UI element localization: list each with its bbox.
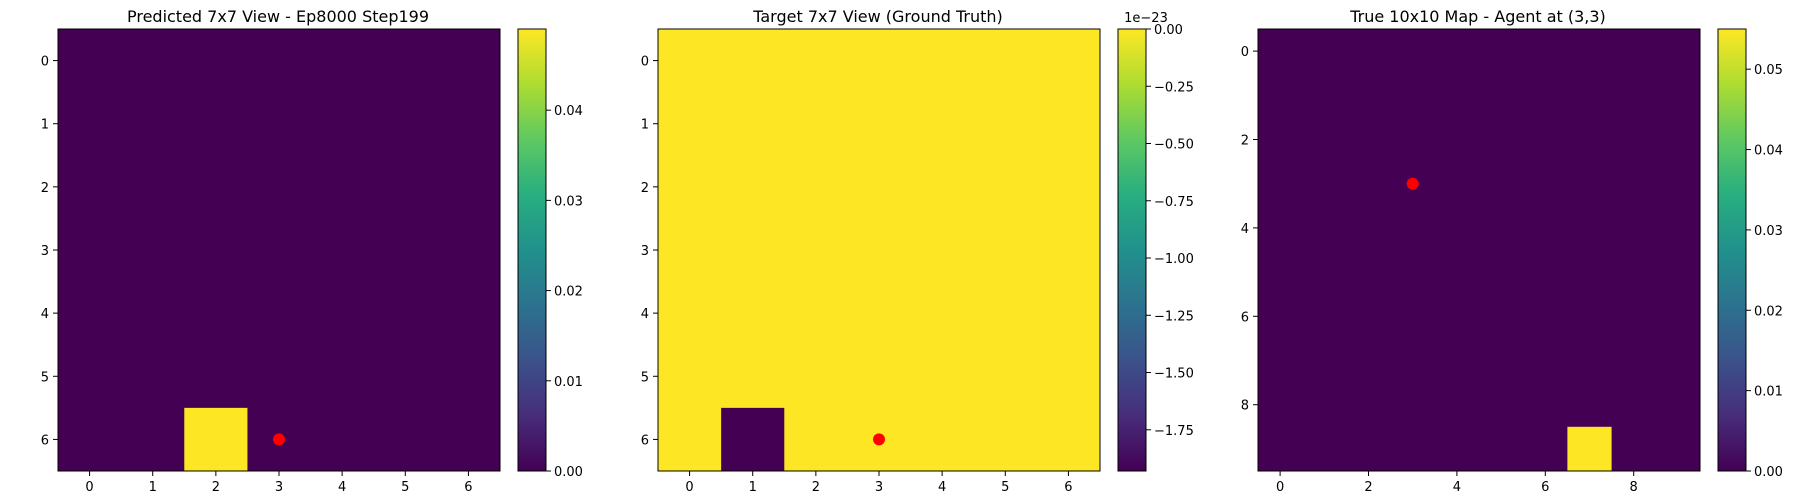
panel-predicted: Predicted 7x7 View - Ep8000 Step199 0 1 2 3… (41, 7, 583, 495)
colorbar-tick-label: 0.03 (1754, 224, 1783, 239)
y-tick-label: 4 (41, 307, 49, 322)
colorbar-gradient (1717, 28, 1747, 472)
x-tick-label: 0 (1276, 480, 1284, 495)
heatmap-cell (721, 407, 785, 471)
x-tick-label: 0 (685, 480, 693, 495)
y-tick-label: 2 (41, 181, 49, 196)
heatmap-background (1258, 29, 1700, 471)
panel-true-map: True 10x10 Map - Agent at (3,3) 0 2 4 6 8 0 2 4… (1241, 7, 1783, 495)
y-tick-label: 4 (641, 307, 649, 322)
panel-true-map-colorbar: 0.00 0.01 0.02 0.03 0.04 0.05 (1717, 28, 1783, 480)
colorbar-tick-label: 0.01 (554, 375, 583, 390)
colorbar-tick-label: 0.02 (1754, 304, 1783, 319)
panel-target-heatmap: 0 1 2 3 4 5 6 0 1 2 3 4 5 6 (641, 28, 1101, 495)
colorbar-tick-label: −0.50 (1154, 138, 1194, 153)
panel-target: Target 7x7 View (Ground Truth) 0 1 2 3 4 5 6 0 1… (641, 7, 1194, 495)
panel-target-title: Target 7x7 View (Ground Truth) (752, 7, 1003, 26)
colorbar-tick-label: 0.01 (1754, 385, 1783, 400)
agent-marker (873, 433, 885, 446)
x-tick-label: 3 (275, 480, 283, 495)
y-tick-label: 5 (641, 370, 649, 385)
y-tick-label: 3 (41, 244, 49, 259)
y-tick-label: 3 (641, 244, 649, 259)
y-tick-label: 4 (1241, 222, 1249, 237)
y-tick-label: 8 (1241, 399, 1249, 414)
y-tick-label: 2 (641, 181, 649, 196)
panel-target-colorbar: −1.75 −1.50 −1.25 −1.00 −0.75 −0.50 −0.25 0.001… (1117, 11, 1194, 472)
panel-predicted-title: Predicted 7x7 View - Ep8000 Step199 (127, 7, 429, 26)
x-tick-label: 8 (1630, 480, 1638, 495)
panel-true-map-heatmap: 0 2 4 6 8 0 2 4 6 8 (1241, 28, 1701, 495)
colorbar-tick-label: 0.03 (554, 194, 583, 209)
colorbar-tick-label: −0.25 (1154, 80, 1194, 95)
heatmap-background (58, 29, 500, 471)
heatmap-cell (1567, 426, 1612, 471)
x-tick-label: 4 (338, 480, 346, 495)
colorbar-offset-label: 1e−23 (1124, 11, 1168, 26)
x-tick-label: 5 (401, 480, 409, 495)
x-tick-label: 2 (812, 480, 820, 495)
panel-predicted-heatmap: 0 1 2 3 4 5 6 0 1 2 3 4 5 6 (41, 28, 501, 495)
heatmap-frame (1257, 28, 1701, 472)
y-tick-label: 0 (1241, 45, 1249, 60)
agent-marker (1406, 177, 1419, 190)
colorbar-tick-label: 0.04 (1754, 144, 1783, 159)
x-tick-label: 3 (875, 480, 883, 495)
colorbar-tick-label: −1.50 (1154, 367, 1194, 382)
y-tick-label: 1 (641, 118, 649, 133)
x-tick-label: 4 (1453, 480, 1461, 495)
x-tick-label: 6 (464, 480, 472, 495)
agent-marker (273, 433, 285, 446)
colorbar-tick-label: 0.00 (1754, 465, 1783, 480)
y-tick-label: 6 (1241, 310, 1249, 325)
y-tick-label: 0 (641, 55, 649, 70)
colorbar-tick-label: −0.75 (1154, 195, 1194, 210)
y-tick-label: 6 (641, 433, 649, 448)
colorbar-tick-label: −1.75 (1154, 424, 1194, 439)
y-tick-label: 0 (41, 55, 49, 70)
panel-true-map-title: True 10x10 Map - Agent at (3,3) (1349, 7, 1606, 26)
x-tick-label: 6 (1064, 480, 1072, 495)
colorbar-gradient (517, 28, 547, 472)
x-tick-label: 1 (749, 480, 757, 495)
y-tick-label: 6 (41, 433, 49, 448)
y-tick-label: 5 (41, 370, 49, 385)
heatmap-background (658, 29, 1100, 471)
colorbar-tick-label: 0.00 (554, 465, 583, 480)
x-tick-label: 1 (149, 480, 157, 495)
x-tick-label: 0 (85, 480, 93, 495)
panel-predicted-colorbar: 0.00 0.01 0.02 0.03 0.04 (517, 28, 583, 480)
x-tick-label: 5 (1001, 480, 1009, 495)
x-tick-label: 6 (1541, 480, 1549, 495)
x-tick-label: 4 (938, 480, 946, 495)
colorbar-tick-label: 0.02 (554, 285, 583, 300)
x-tick-label: 2 (1364, 480, 1372, 495)
x-tick-label: 2 (212, 480, 220, 495)
colorbar-tick-label: −1.00 (1154, 252, 1194, 267)
y-tick-label: 2 (1241, 134, 1249, 149)
colorbar-tick-label: 0.05 (1754, 63, 1783, 78)
colorbar-tick-label: 0.00 (1154, 23, 1183, 38)
colorbar-tick-label: 0.04 (554, 104, 583, 119)
y-tick-label: 1 (41, 118, 49, 133)
colorbar-tick-label: −1.25 (1154, 309, 1194, 324)
colorbar-gradient (1117, 28, 1147, 472)
heatmap-cell (184, 407, 248, 471)
